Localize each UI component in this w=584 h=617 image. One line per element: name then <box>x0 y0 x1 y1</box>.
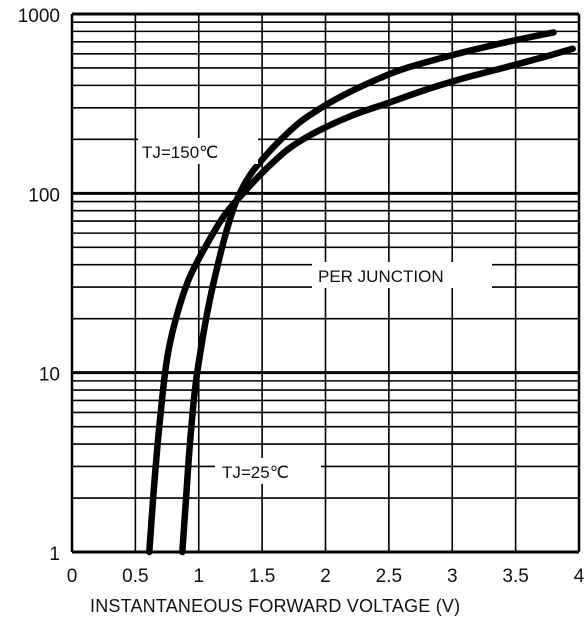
x-tick-label: 1.5 <box>249 566 275 587</box>
x-axis-title: INSTANTANEOUS FORWARD VOLTAGE (V) <box>90 596 460 616</box>
annotation-bg-per-junction <box>312 262 492 288</box>
annotation-bg-tj25 <box>215 458 321 484</box>
x-tick-label: 0.5 <box>122 566 148 587</box>
annotation-tj150: TJ=150℃ <box>142 143 218 162</box>
y-tick-labels: 1 10 100 1000 <box>18 6 60 565</box>
annotation-tj25: TJ=25℃ <box>222 463 289 482</box>
curves <box>146 29 576 556</box>
x-tick-label: 4 <box>574 566 584 587</box>
x-tick-label: 0 <box>67 566 78 587</box>
annotation-bg-tj150 <box>138 138 258 164</box>
y-tick-label: 10 <box>39 365 60 386</box>
series-curve-1 <box>146 45 576 556</box>
x-tick-labels: 0 0.5 1 1.5 2 2.5 3 3.5 4 <box>67 566 584 587</box>
y-tick-label: 100 <box>28 185 60 206</box>
y-tick-label: 1 <box>49 544 60 565</box>
x-tick-label: 2.5 <box>376 566 402 587</box>
series-curve-2 <box>179 29 557 556</box>
annotation-per-junction: PER JUNCTION <box>318 267 444 286</box>
x-tick-label: 1 <box>193 566 204 587</box>
x-tick-label: 2 <box>320 566 331 587</box>
y-tick-label: 1000 <box>18 6 60 27</box>
annotations: TJ=150℃ PER JUNCTION TJ=25℃ <box>138 138 492 484</box>
x-tick-label: 3 <box>447 566 458 587</box>
x-tick-label: 3.5 <box>502 566 528 587</box>
